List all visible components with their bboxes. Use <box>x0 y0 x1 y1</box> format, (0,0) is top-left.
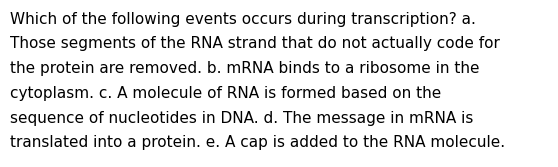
Text: translated into a protein. e. A cap is added to the RNA molecule.: translated into a protein. e. A cap is a… <box>10 135 505 150</box>
Text: sequence of nucleotides in DNA. d. The message in mRNA is: sequence of nucleotides in DNA. d. The m… <box>10 111 473 126</box>
Text: Those segments of the RNA strand that do not actually code for: Those segments of the RNA strand that do… <box>10 36 500 51</box>
Text: cytoplasm. c. A molecule of RNA is formed based on the: cytoplasm. c. A molecule of RNA is forme… <box>10 86 441 101</box>
Text: Which of the following events occurs during transcription? a.: Which of the following events occurs dur… <box>10 12 476 27</box>
Text: the protein are removed. b. mRNA binds to a ribosome in the: the protein are removed. b. mRNA binds t… <box>10 61 479 76</box>
